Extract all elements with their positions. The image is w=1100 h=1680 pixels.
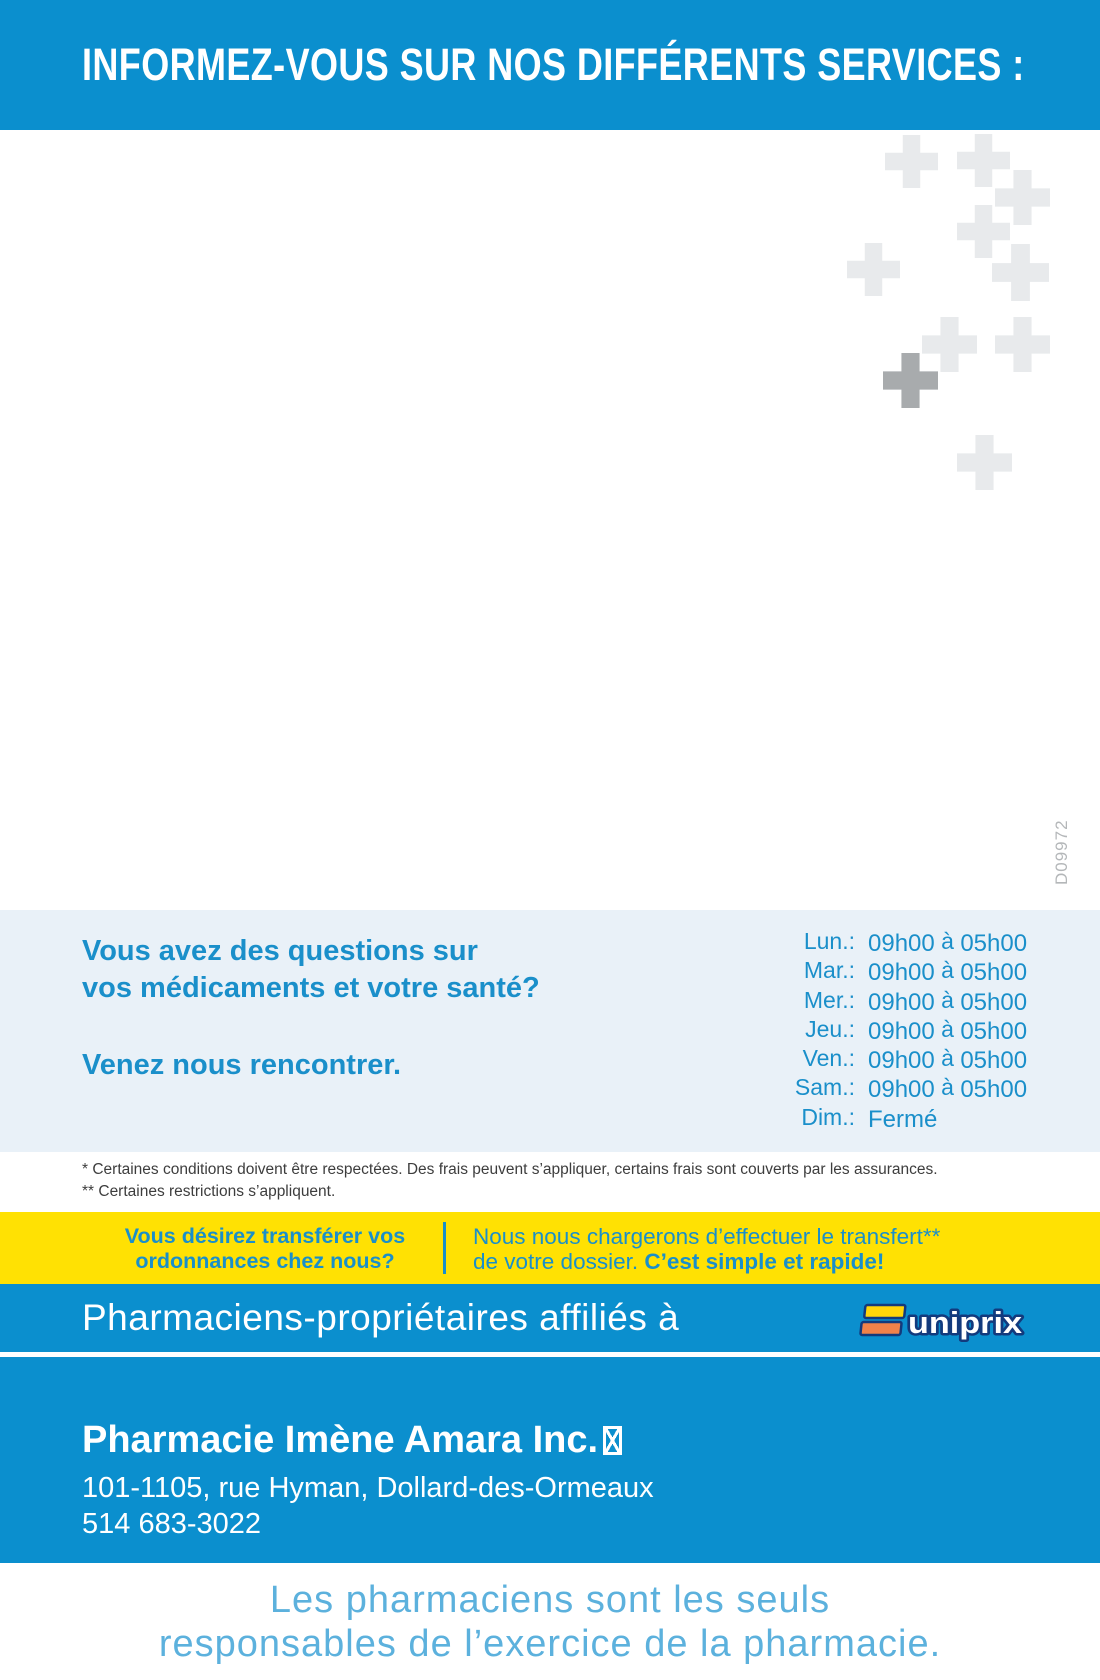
hours-time: 09h00 à 05h00 <box>868 1045 1028 1075</box>
pharmacy-name-text: Pharmacie Imène Amara Inc. <box>82 1419 599 1461</box>
pharmacy-address: 101-1105, rue Hyman, Dollard-des-Ormeaux <box>82 1472 654 1504</box>
opening-hours: Lun.: 09h00 à 05h00 Mar.: 09h00 à 05h00 … <box>745 928 1027 1133</box>
page-title: INFORMEZ-VOUS SUR NOS DIFFÉRENTS SERVICE… <box>82 39 1025 90</box>
affiliation-strip: Pharmaciens-propriétaires affiliés à uni… <box>0 1284 1100 1357</box>
hours-time: 09h00 à 05h00 <box>868 957 1028 987</box>
plus-icon <box>957 435 1012 490</box>
transfer-answer: Nous nous chargerons d’effectuer le tran… <box>473 1224 940 1274</box>
hours-from: 09h00 <box>868 988 935 1016</box>
hours-day-label: Ven.: <box>802 1045 855 1072</box>
vertical-divider <box>443 1222 446 1274</box>
plus-icon <box>992 244 1049 301</box>
uniprix-logo: uniprix <box>859 1303 1025 1342</box>
transfer-strip: Vous désirez transférer vos ordonnances … <box>0 1212 1100 1284</box>
question-line: Vous avez des questions sur <box>82 935 478 967</box>
hours-day-label: Dim.: <box>801 1103 855 1130</box>
document-code: D09972 <box>1052 819 1071 885</box>
hours-sep: à <box>941 1074 954 1101</box>
hours-from: 09h00 <box>868 1017 935 1045</box>
footnote-line: ** Certaines restrictions s’appliquent. <box>82 1183 336 1200</box>
horizontal-rule <box>0 1352 1100 1357</box>
hours-to: 05h00 <box>960 1017 1028 1045</box>
invite-line: Venez nous rencontrer. <box>82 1049 402 1081</box>
hours-time: Fermé <box>868 1104 938 1133</box>
disclaimer: Les pharmaciens sont les seuls responsab… <box>0 1578 1100 1666</box>
transfer-answer-line: Nous nous chargerons d’effectuer le tran… <box>473 1224 941 1249</box>
pharmacy-name: Pharmacie Imène Amara Inc. <box>82 1419 623 1462</box>
hours-to: 05h00 <box>960 1076 1028 1104</box>
hours-from: 09h00 <box>868 930 935 957</box>
hours-row: Ven.: 09h00 à 05h00 <box>745 1045 1028 1075</box>
question-line: vos médicaments et votre santé? <box>82 972 540 1004</box>
hours-row: Mer.: 09h00 à 05h00 <box>745 987 1027 1016</box>
transfer-answer-line: de votre dossier. C’est simple et rapide… <box>473 1249 940 1274</box>
hours-sep: à <box>941 1045 954 1072</box>
hours-day-label: Mar.: <box>803 957 855 984</box>
hours-from: Fermé <box>868 1105 938 1133</box>
transfer-question-line: Vous désirez transférer vos <box>124 1224 406 1248</box>
info-panel: Vous avez des questions sur vos médicame… <box>0 910 1100 1152</box>
affiliation-label: Pharmaciens-propriétaires affiliés à <box>82 1297 680 1338</box>
transfer-answer-highlight: C’est simple et rapide! <box>644 1249 885 1274</box>
hours-day-label: Mer.: <box>803 986 855 1013</box>
questions-block: Vous avez des questions sur vos médicame… <box>82 933 540 1084</box>
header-banner: INFORMEZ-VOUS SUR NOS DIFFÉRENTS SERVICE… <box>0 0 1100 130</box>
hours-row: Dim.: Fermé <box>745 1104 1027 1133</box>
plus-icon <box>885 135 938 188</box>
plus-icon <box>995 317 1050 372</box>
hours-row: Sam.: 09h00 à 05h00 <box>745 1074 1027 1103</box>
plus-icon <box>883 353 938 408</box>
hours-time: 09h00 à 05h00 <box>868 1015 1028 1045</box>
hours-from: 09h00 <box>868 1047 935 1075</box>
uniprix-logo-text: uniprix <box>908 1305 1023 1340</box>
pharmacy-info: Pharmacie Imène Amara Inc. 101-1105, rue… <box>0 1357 1100 1563</box>
footnote-line: * Certaines conditions doivent être resp… <box>82 1161 938 1178</box>
hours-day-label: Sam.: <box>794 1074 855 1101</box>
hours-to: 05h00 <box>960 930 1028 957</box>
hours-sep: à <box>941 928 954 954</box>
plus-icon <box>922 317 977 372</box>
disclaimer-line: responsables de l’exercice de la pharmac… <box>158 1623 942 1665</box>
hours-from: 09h00 <box>868 959 935 987</box>
transfer-answer-prefix: de votre dossier. <box>473 1249 645 1274</box>
hours-sep: à <box>941 957 954 984</box>
plus-icon <box>995 170 1050 225</box>
hours-time: 09h00 à 05h00 <box>868 1074 1028 1104</box>
disclaimer-line: Les pharmaciens sont les seuls <box>269 1579 831 1621</box>
footnotes: * Certaines conditions doivent être resp… <box>82 1159 938 1203</box>
hours-to: 05h00 <box>960 988 1028 1016</box>
pharmacy-phone: 514 683-3022 <box>82 1508 261 1540</box>
hours-row: Lun.: 09h00 à 05h00 <box>745 928 1027 957</box>
uniprix-logo-bars <box>859 1303 907 1337</box>
notdef-glyph <box>603 1426 623 1455</box>
plus-icon <box>847 243 900 296</box>
hours-to: 05h00 <box>960 1047 1028 1075</box>
hours-sep: à <box>941 1015 954 1042</box>
hours-to: 05h00 <box>960 959 1028 987</box>
transfer-question: Vous désirez transférer vos ordonnances … <box>105 1224 425 1274</box>
hours-row: Mar.: 09h00 à 05h00 <box>745 957 1027 986</box>
hours-from: 09h00 <box>868 1076 935 1104</box>
hours-time: 09h00 à 05h00 <box>868 928 1028 957</box>
hours-day-label: Lun.: <box>803 928 855 954</box>
hours-time: 09h00 à 05h00 <box>868 986 1028 1016</box>
plus-icon <box>957 134 1010 187</box>
plus-icon <box>957 205 1010 258</box>
hours-day-label: Jeu.: <box>805 1015 855 1042</box>
hours-row: Jeu.: 09h00 à 05h00 <box>745 1016 1027 1045</box>
transfer-question-line: ordonnances chez nous? <box>135 1249 395 1273</box>
hours-sep: à <box>941 986 954 1013</box>
